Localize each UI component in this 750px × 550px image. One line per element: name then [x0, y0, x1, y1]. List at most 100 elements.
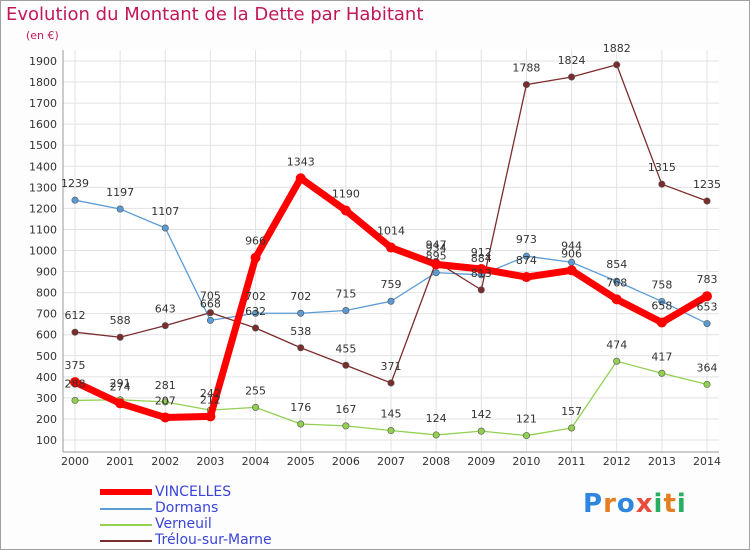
data-point: [70, 377, 80, 388]
data-label: 715: [335, 288, 356, 301]
data-label: 142: [471, 408, 492, 421]
data-point: [613, 277, 621, 285]
data-point: [161, 322, 169, 330]
legend-swatch-vincelles: [100, 489, 152, 495]
y-tick-label: 500: [36, 350, 57, 363]
data-point: [206, 309, 214, 317]
data-label: 912: [471, 246, 492, 259]
data-label: 758: [651, 278, 672, 291]
y-tick-label: 1100: [29, 223, 57, 236]
data-point: [252, 309, 260, 317]
data-point: [387, 297, 395, 305]
x-tick-label: 2014: [693, 455, 721, 468]
data-label: 167: [335, 403, 356, 416]
y-tick-label: 1200: [29, 202, 57, 215]
data-label: 874: [516, 254, 537, 267]
legend-label-dormans: Dormans: [155, 500, 219, 516]
data-label: 1239: [61, 177, 89, 190]
data-label: 121: [516, 413, 537, 426]
data-label: 668: [200, 297, 221, 310]
data-label: 1014: [377, 225, 405, 238]
data-point: [656, 317, 667, 328]
data-point: [566, 265, 577, 276]
y-tick-label: 100: [36, 434, 57, 447]
data-label: 759: [381, 278, 402, 291]
data-label: 474: [606, 338, 627, 351]
x-tick-label: 2002: [151, 455, 179, 468]
data-point: [386, 242, 396, 253]
data-point: [477, 427, 485, 435]
legend-label-verneuil: Verneuil: [155, 516, 212, 532]
data-label: 124: [426, 412, 447, 425]
x-tick-label: 2001: [106, 455, 134, 468]
data-label: 255: [245, 384, 266, 397]
data-point: [703, 380, 711, 388]
data-label: 417: [651, 350, 672, 363]
data-point: [658, 297, 666, 305]
legend-swatch-trelou: [100, 540, 152, 542]
axes: 100 200 300 400 500 600 700 800 900 1000 1100 1200 1…: [29, 50, 721, 468]
legend-swatch-dormans: [100, 508, 152, 510]
data-label: 455: [335, 342, 356, 355]
data-label: 1190: [332, 187, 360, 200]
logo-letter: t: [663, 489, 677, 519]
data-point: [342, 361, 350, 369]
data-point: [432, 269, 440, 277]
y-tick-label: 1800: [29, 76, 57, 89]
data-point: [477, 286, 485, 294]
data-point: [340, 205, 351, 216]
legend-label-trelou: Trélou-sur-Marne: [155, 532, 272, 548]
data-label: 242: [200, 387, 221, 400]
data-point: [568, 73, 576, 81]
x-tick-label: 2012: [603, 455, 631, 468]
data-point: [161, 398, 169, 406]
data-point: [522, 81, 530, 89]
data-label: 653: [697, 301, 718, 314]
data-label: 288: [65, 377, 86, 390]
y-tick-label: 1000: [29, 245, 57, 258]
data-point: [71, 328, 79, 336]
x-tick-label: 2007: [377, 455, 405, 468]
data-label: 643: [155, 303, 176, 316]
data-point: [568, 424, 576, 432]
x-tick-label: 2009: [467, 455, 495, 468]
data-point: [295, 173, 306, 184]
data-point: [432, 431, 440, 439]
x-tick-label: 2008: [422, 455, 450, 468]
logo-letter: i: [676, 489, 687, 519]
data-point: [703, 197, 711, 205]
data-point: [297, 344, 305, 352]
x-tick-label: 2005: [287, 455, 315, 468]
data-label: 947: [426, 239, 447, 252]
data-label: 364: [697, 361, 718, 374]
data-label: 973: [516, 233, 537, 246]
data-label: 157: [561, 405, 582, 418]
data-point: [521, 272, 532, 283]
data-point: [613, 357, 621, 365]
data-point: [297, 420, 305, 428]
legend-label-vincelles: VINCELLES: [155, 484, 232, 500]
y-tick-label: 600: [36, 329, 57, 342]
data-label: 813: [471, 267, 492, 280]
data-point: [115, 398, 126, 409]
data-point: [342, 422, 350, 430]
data-label: 895: [426, 250, 447, 263]
data-label: 1824: [558, 54, 586, 67]
data-label: 944: [561, 239, 582, 252]
x-tick-label: 2004: [242, 455, 270, 468]
y-tick-label: 1300: [29, 181, 57, 194]
data-label: 1788: [512, 62, 540, 75]
data-point: [658, 180, 666, 188]
data-point: [703, 320, 711, 328]
proxiti-logo: Proxiti: [583, 489, 687, 519]
data-point: [206, 316, 214, 324]
y-tick-label: 1400: [29, 160, 57, 173]
data-point: [431, 259, 442, 270]
y-tick-label: 300: [36, 392, 57, 405]
y-tick-label: 1900: [29, 55, 57, 68]
data-label: 1197: [106, 186, 134, 199]
y-tick-label: 400: [36, 371, 57, 384]
data-point: [71, 396, 79, 404]
data-label: 1343: [287, 155, 315, 168]
